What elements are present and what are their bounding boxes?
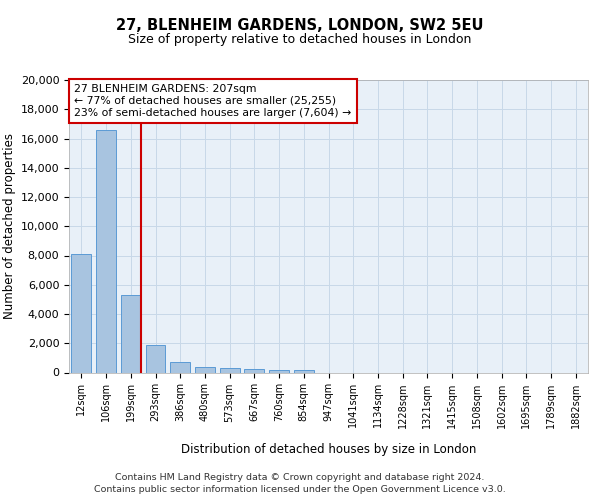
Text: 27 BLENHEIM GARDENS: 207sqm
← 77% of detached houses are smaller (25,255)
23% of: 27 BLENHEIM GARDENS: 207sqm ← 77% of det… <box>74 84 352 117</box>
Bar <box>71 254 91 372</box>
Bar <box>121 295 140 372</box>
Bar <box>96 130 116 372</box>
Text: Contains HM Land Registry data © Crown copyright and database right 2024.: Contains HM Land Registry data © Crown c… <box>115 472 485 482</box>
Bar <box>170 362 190 372</box>
Bar <box>244 369 264 372</box>
Bar <box>195 367 215 372</box>
Bar <box>269 370 289 372</box>
Y-axis label: Number of detached properties: Number of detached properties <box>4 133 16 320</box>
Text: Contains public sector information licensed under the Open Government Licence v3: Contains public sector information licen… <box>94 485 506 494</box>
Bar <box>220 368 239 372</box>
Bar <box>146 346 166 372</box>
Bar <box>294 370 314 372</box>
Text: Size of property relative to detached houses in London: Size of property relative to detached ho… <box>128 32 472 46</box>
Text: 27, BLENHEIM GARDENS, LONDON, SW2 5EU: 27, BLENHEIM GARDENS, LONDON, SW2 5EU <box>116 18 484 32</box>
Text: Distribution of detached houses by size in London: Distribution of detached houses by size … <box>181 442 476 456</box>
